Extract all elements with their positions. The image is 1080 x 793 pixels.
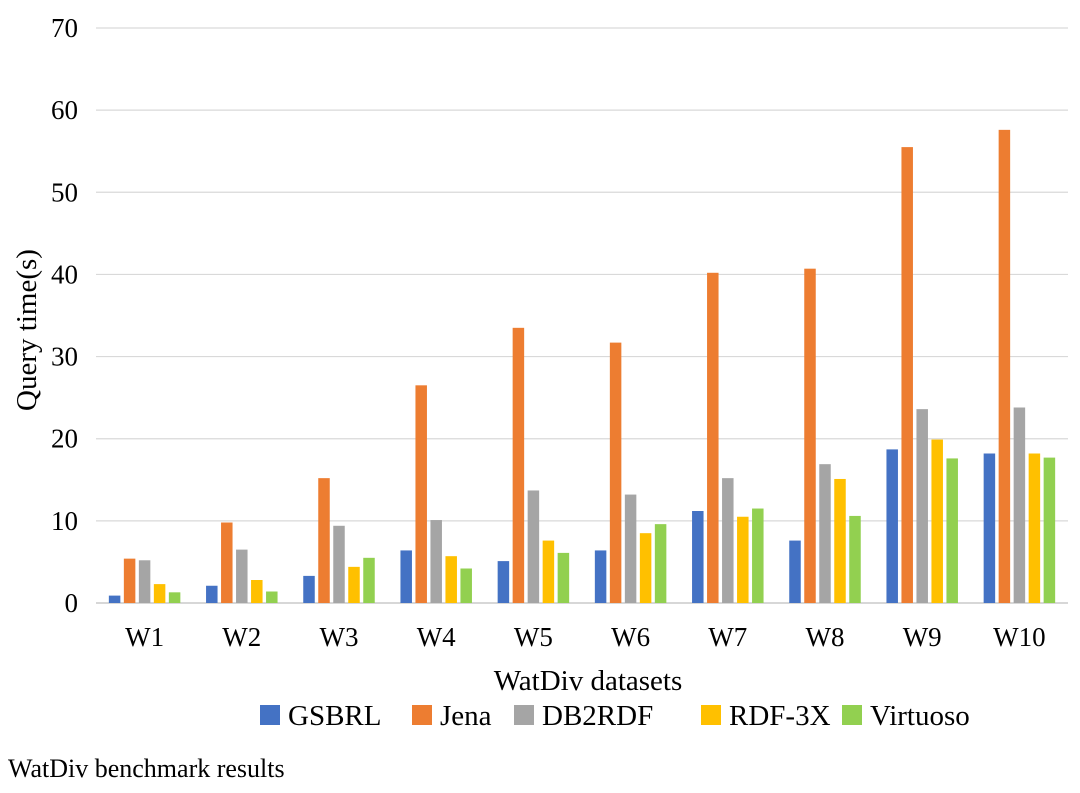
bar-virtuoso-w7 xyxy=(752,508,764,603)
bar-rdf-3x-w5 xyxy=(542,540,555,603)
bar-virtuoso-w5 xyxy=(557,552,570,603)
bar-virtuoso-w4 xyxy=(460,568,472,603)
bar-jena-w10 xyxy=(998,129,1011,603)
x-tick-label: W5 xyxy=(514,622,553,652)
x-tick-label: W9 xyxy=(903,622,942,652)
legend-swatch xyxy=(412,705,432,725)
y-tick-label: 10 xyxy=(51,506,78,536)
x-tick-label: W3 xyxy=(320,622,359,652)
x-tick-label: W6 xyxy=(611,622,650,652)
bar-jena-w6 xyxy=(609,342,622,603)
bar-gsbrl-w4 xyxy=(400,550,412,603)
bar-chart: 0 10 20 30 40 50 60 70 W1 W2 W3 W4 W5 W6 W7 W8 W9 W10 Wa… xyxy=(11,13,1068,732)
bar-rdf-3x-w1 xyxy=(153,584,166,603)
legend-label: Virtuoso xyxy=(870,700,970,732)
bar-rdf-3x-w6 xyxy=(639,533,652,603)
bar-jena-w4 xyxy=(415,385,427,603)
bar-virtuoso-w6 xyxy=(654,524,667,603)
bar-db2rdf-w7 xyxy=(722,478,734,603)
bar-db2rdf-w2 xyxy=(236,549,248,603)
bar-jena-w1 xyxy=(123,558,136,603)
bar-rdf-3x-w8 xyxy=(834,478,846,603)
bar-jena-w2 xyxy=(221,522,233,603)
y-tick-label: 50 xyxy=(51,177,78,207)
y-tick-label: 0 xyxy=(65,588,79,618)
y-tick-label: 20 xyxy=(51,424,78,454)
bar-gsbrl-w5 xyxy=(497,561,510,603)
bar-rdf-3x-w2 xyxy=(251,580,263,603)
legend-swatch xyxy=(260,705,280,725)
bar-jena-w3 xyxy=(318,478,330,603)
bar-db2rdf-w10 xyxy=(1013,407,1026,603)
bar-rdf-3x-w10 xyxy=(1028,453,1041,603)
legend-label: GSBRL xyxy=(288,700,381,732)
bar-db2rdf-w3 xyxy=(333,525,345,603)
bar-rdf-3x-w9 xyxy=(931,439,943,603)
figure-caption: WatDiv benchmark results xyxy=(8,754,285,783)
legend-swatch xyxy=(842,705,862,725)
x-tick-label: W10 xyxy=(993,622,1045,652)
bar-jena-w5 xyxy=(512,327,525,603)
x-tick-label: W1 xyxy=(125,622,164,652)
legend: GSBRL Jena DB2RDF RDF-3X Virtuoso xyxy=(260,700,970,732)
x-tick-label: W7 xyxy=(708,622,747,652)
bar-db2rdf-w4 xyxy=(430,520,442,603)
bar-db2rdf-w5 xyxy=(527,490,540,603)
y-tick-label: 30 xyxy=(51,342,78,372)
legend-swatch xyxy=(514,705,534,725)
bar-db2rdf-w6 xyxy=(624,494,637,603)
bar-gsbrl-w2 xyxy=(206,585,218,603)
y-axis-label: Query time(s) xyxy=(11,249,43,411)
bars xyxy=(108,129,1056,603)
x-tick-labels: W1 W2 W3 W4 W5 W6 W7 W8 W9 W10 xyxy=(125,622,1046,652)
bar-db2rdf-w9 xyxy=(916,409,928,603)
bar-gsbrl-w8 xyxy=(789,540,801,603)
bar-virtuoso-w9 xyxy=(946,458,958,603)
legend-label: DB2RDF xyxy=(542,700,653,732)
bar-virtuoso-w1 xyxy=(168,592,181,603)
bar-gsbrl-w10 xyxy=(983,453,996,603)
bar-gsbrl-w3 xyxy=(303,575,315,603)
bar-jena-w7 xyxy=(707,272,719,603)
bar-rdf-3x-w3 xyxy=(348,566,360,603)
x-tick-label: W4 xyxy=(417,622,456,652)
legend-label: RDF-3X xyxy=(729,700,831,732)
bar-db2rdf-w8 xyxy=(819,464,831,603)
bar-jena-w8 xyxy=(804,268,816,603)
bar-virtuoso-w10 xyxy=(1043,457,1056,603)
gridlines xyxy=(96,27,1068,604)
bar-virtuoso-w2 xyxy=(266,591,278,603)
bar-db2rdf-w1 xyxy=(138,560,151,603)
bar-gsbrl-w9 xyxy=(886,449,898,603)
y-tick-label: 70 xyxy=(51,13,78,43)
y-tick-label: 60 xyxy=(51,95,78,125)
y-tick-labels: 0 10 20 30 40 50 60 70 xyxy=(51,13,78,618)
bar-virtuoso-w8 xyxy=(849,515,861,603)
y-tick-label: 40 xyxy=(51,259,78,289)
bar-gsbrl-w7 xyxy=(692,511,704,603)
bar-rdf-3x-w4 xyxy=(445,556,457,603)
x-axis-label: WatDiv datasets xyxy=(494,665,683,697)
bar-gsbrl-w1 xyxy=(108,595,121,603)
bar-jena-w9 xyxy=(901,147,913,603)
bar-virtuoso-w3 xyxy=(363,557,375,603)
legend-swatch xyxy=(701,705,721,725)
bar-gsbrl-w6 xyxy=(594,550,607,603)
x-tick-label: W2 xyxy=(222,622,261,652)
legend-label: Jena xyxy=(440,700,492,732)
x-tick-label: W8 xyxy=(806,622,845,652)
bar-rdf-3x-w7 xyxy=(737,516,749,603)
